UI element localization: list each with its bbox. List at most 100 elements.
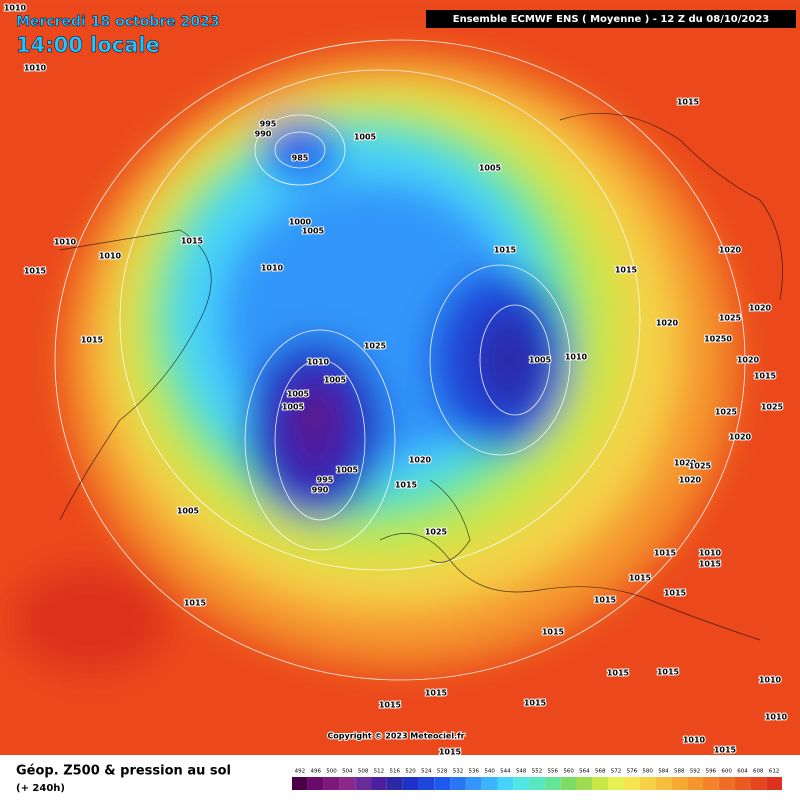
isobar-label: 1025 bbox=[719, 314, 742, 323]
colorbar-swatch bbox=[513, 777, 530, 790]
colorbar-swatch bbox=[592, 777, 609, 790]
isobar-label: 1020 bbox=[719, 246, 742, 255]
isobar-label: 1025 bbox=[364, 342, 387, 351]
colorbar-label: 596 bbox=[706, 769, 717, 775]
model-box bbox=[426, 10, 796, 28]
isobar-label: 1020 bbox=[679, 476, 702, 485]
colorbar-label: 516 bbox=[389, 769, 400, 775]
colorbar-swatch bbox=[323, 777, 340, 790]
colorbar-swatch bbox=[671, 777, 688, 790]
isobar-label: 1005 bbox=[287, 390, 310, 399]
colorbar-swatch bbox=[608, 777, 624, 790]
isobar-label: 990 bbox=[312, 486, 329, 495]
colorbar-swatch bbox=[544, 777, 561, 790]
colorbar-label: 504 bbox=[342, 769, 353, 775]
footer-title: Géop. Z500 & pression au sol bbox=[16, 764, 231, 779]
isobar-label: 1010 bbox=[759, 676, 782, 685]
colorbar-swatch bbox=[655, 777, 672, 790]
isobar-label: 1015 bbox=[542, 628, 565, 637]
isobar-label: 1025 bbox=[425, 528, 448, 537]
isobar-label: 1025 bbox=[689, 462, 712, 471]
colorbar-swatch bbox=[560, 777, 577, 790]
isobar-label: 1015 bbox=[81, 336, 104, 345]
colorbar-swatch bbox=[371, 777, 387, 790]
isobar-label: 1005 bbox=[282, 403, 305, 412]
colorbar-label: 548 bbox=[516, 769, 527, 775]
colorbar-swatch bbox=[481, 777, 498, 790]
colorbar-label: 492 bbox=[295, 769, 306, 775]
colorbar-label: 604 bbox=[737, 769, 748, 775]
isobar-label: 1010 bbox=[699, 549, 722, 558]
colorbar-swatch bbox=[465, 777, 482, 790]
isobar-label: 1010 bbox=[261, 264, 284, 273]
isobar-label: 990 bbox=[255, 130, 272, 139]
isobar-label: 10250 bbox=[704, 335, 732, 344]
isobar-label: 1010 bbox=[54, 238, 77, 247]
isobar-label: 1010 bbox=[765, 713, 788, 722]
colorbar-swatch bbox=[434, 777, 451, 790]
isobar-label: 1015 bbox=[615, 266, 638, 275]
footer-lead: (+ 240h) bbox=[16, 783, 65, 794]
colorbar-swatch bbox=[402, 777, 419, 790]
colorbar-label: 544 bbox=[500, 769, 511, 775]
colorbar-swatch bbox=[497, 777, 514, 790]
colorbar-label: 600 bbox=[721, 769, 732, 775]
isobar-label: 1015 bbox=[494, 246, 517, 255]
colorbar-label: 556 bbox=[548, 769, 559, 775]
colorbar-label: 496 bbox=[310, 769, 321, 775]
colorbar-label: 572 bbox=[611, 769, 622, 775]
isobar-label: 1005 bbox=[177, 507, 200, 516]
model-title: Ensemble ECMWF ENS ( Moyenne ) - 12 Z du… bbox=[453, 14, 770, 25]
isobar-label: 1015 bbox=[754, 372, 777, 381]
isobar-label: 1005 bbox=[529, 356, 552, 365]
copyright: Copyright © 2023 Meteociel.fr bbox=[327, 732, 464, 741]
isobar-label: 985 bbox=[292, 154, 309, 163]
colorbar-swatch bbox=[734, 777, 751, 790]
isobar-label: 1015 bbox=[654, 549, 677, 558]
colorbar-label: 568 bbox=[595, 769, 606, 775]
isobar-label: 1015 bbox=[657, 668, 680, 677]
colorbar-label: 564 bbox=[579, 769, 590, 775]
isobar-label: 1005 bbox=[479, 164, 502, 173]
colorbar-label: 520 bbox=[405, 769, 416, 775]
colorbar-swatch bbox=[307, 777, 324, 790]
isobar-label: 1005 bbox=[336, 466, 359, 475]
isobar-label: 1015 bbox=[629, 574, 652, 583]
colorbar-swatch bbox=[576, 777, 593, 790]
colorbar-label: 528 bbox=[437, 769, 448, 775]
isobar-label: 1010 bbox=[24, 64, 47, 73]
isobar-label: 1010 bbox=[683, 736, 706, 745]
colorbar-swatch bbox=[386, 777, 403, 790]
isobar-label: 1015 bbox=[664, 589, 687, 598]
colorbar-label: 560 bbox=[563, 769, 574, 775]
isobar-label: 995 bbox=[260, 120, 277, 129]
isobar-label: 1020 bbox=[656, 319, 679, 328]
time: 14:00 locale bbox=[16, 33, 160, 57]
isobar-label: 1020 bbox=[674, 459, 697, 468]
isobar-label: 1015 bbox=[607, 669, 630, 678]
colorbar-label: 592 bbox=[690, 769, 701, 775]
isobar-label: 1025 bbox=[715, 408, 738, 417]
colorbar-swatch bbox=[418, 777, 435, 790]
isobar-label: 1025 bbox=[761, 403, 784, 412]
isobar-label: 1015 bbox=[699, 560, 722, 569]
isobar-label: 1000 bbox=[289, 218, 312, 227]
isobar-label: 1015 bbox=[439, 748, 462, 757]
isobar-label: 1005 bbox=[324, 376, 347, 385]
isobar-label: 1015 bbox=[184, 599, 207, 608]
coastlines bbox=[59, 112, 783, 641]
colorbar-label: 532 bbox=[453, 769, 464, 775]
date: Mercredi 18 octobre 2023 bbox=[16, 14, 220, 30]
colorbar-label: 524 bbox=[421, 769, 432, 775]
colorbar-label: 612 bbox=[769, 769, 780, 775]
colorbar-swatch bbox=[687, 777, 703, 790]
isobar-label: 1020 bbox=[749, 304, 772, 313]
colorbar-swatch bbox=[702, 777, 719, 790]
colorbar-swatch bbox=[529, 777, 545, 790]
isobar-label: 1010 bbox=[307, 358, 330, 367]
isobars bbox=[54, 39, 746, 681]
colorbar-swatch bbox=[750, 777, 767, 790]
colorbar-label: 608 bbox=[753, 769, 764, 775]
